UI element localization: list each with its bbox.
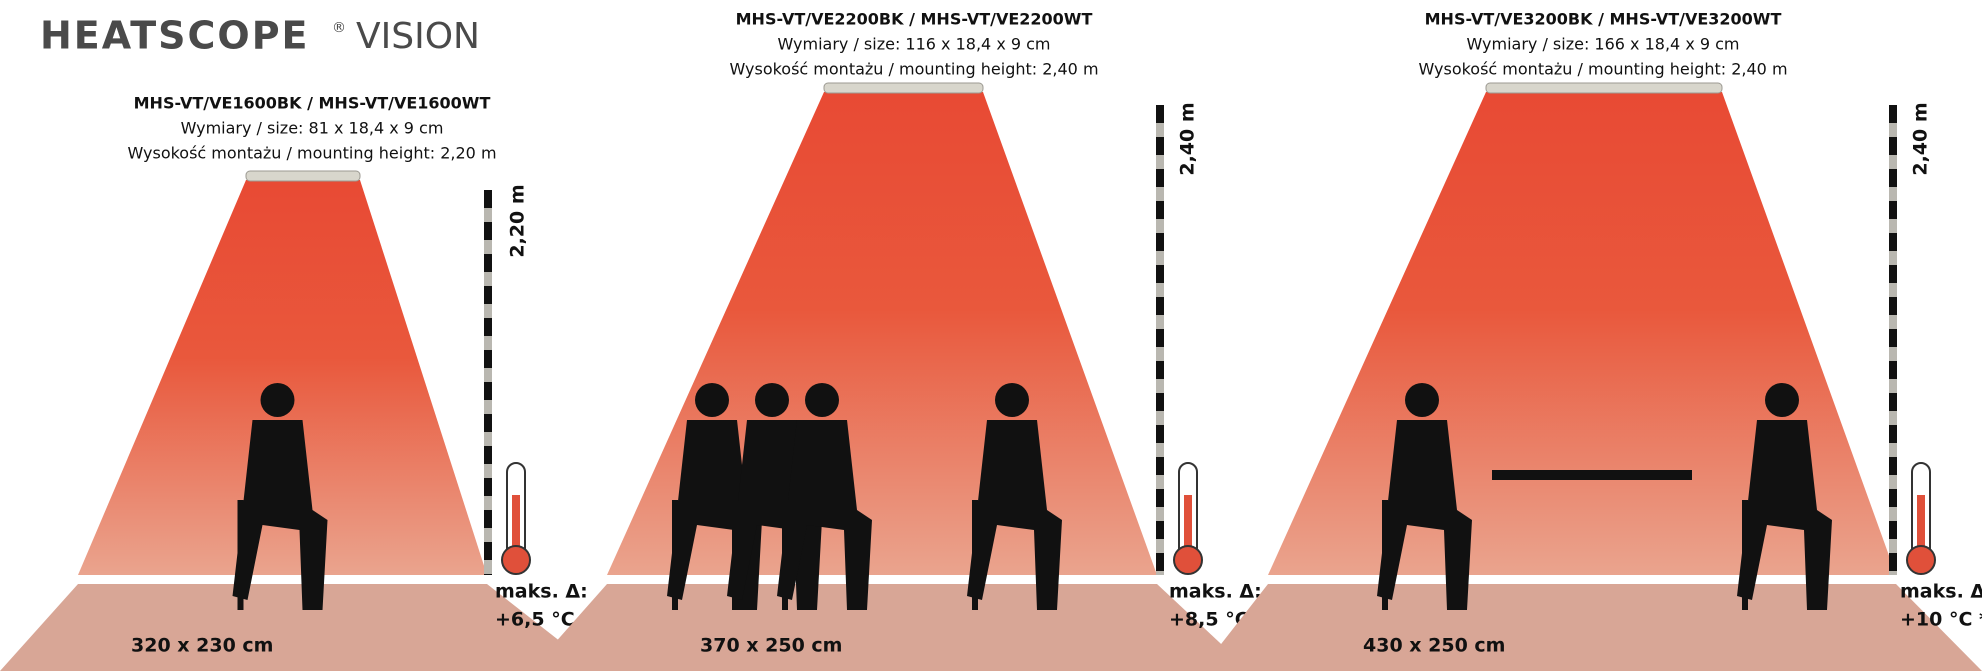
chair: [972, 500, 978, 610]
area: 320 x 230 cm: [131, 635, 273, 657]
floor: [530, 584, 1250, 671]
thermometer-bulb: [502, 546, 530, 574]
size: Wymiary / size: 81 x 18,4 x 9 cm: [181, 119, 444, 138]
model: MHS-VT/VE2200BK / MHS-VT/VE2200WT: [736, 10, 1093, 29]
head: [995, 383, 1029, 417]
temp-label: maks. Δ:: [495, 581, 588, 603]
area: 430 x 250 cm: [1363, 635, 1505, 657]
temp-value: +10 °C *: [1900, 609, 1982, 631]
scale-label: 2,40 m: [1177, 102, 1199, 175]
chair: [1382, 500, 1388, 610]
thermometer-bulb: [1174, 546, 1202, 574]
model: MHS-VT/VE1600BK / MHS-VT/VE1600WT: [134, 94, 491, 113]
area: 370 x 250 cm: [700, 635, 842, 657]
head: [1765, 383, 1799, 417]
temp-label: maks. Δ:: [1900, 581, 1982, 603]
mounting-height: Wysokość montażu / mounting height: 2,20…: [127, 144, 496, 163]
model: MHS-VT/VE3200BK / MHS-VT/VE3200WT: [1425, 10, 1782, 29]
head: [805, 383, 839, 417]
logo-product: VISION: [356, 16, 480, 57]
logo: HEATSCOPE ® VISION: [40, 14, 480, 58]
scale-label: 2,20 m: [507, 184, 529, 257]
heater: [824, 83, 983, 93]
panel: 2,20 m MHS-VT/VE1600BK / MHS-VT/VE1600WT W…: [0, 94, 598, 671]
size: Wymiary / size: 166 x 18,4 x 9 cm: [1466, 35, 1739, 54]
panel: 2,40 m MHS-VT/VE3200BK / MHS-VT/VE3200WT W…: [1200, 10, 1982, 671]
chair: [732, 500, 738, 610]
head: [755, 383, 789, 417]
infographic: HEATSCOPE ® VISION 2,20 m MHS-VT/VE1600BK…: [0, 0, 1982, 671]
table: [1492, 470, 1692, 480]
panel: 2,40 m MHS-VT/VE2200BK / MHS-VT/VE2200WT W…: [530, 10, 1265, 671]
head: [1405, 383, 1439, 417]
logo-mark: ®: [332, 20, 346, 36]
thermometer-bulb: [1907, 546, 1935, 574]
heater: [1486, 83, 1722, 93]
head: [261, 383, 295, 417]
scale-label: 2,40 m: [1910, 102, 1932, 175]
logo-brand: HEATSCOPE: [40, 14, 310, 58]
mounting-height: Wysokość montażu / mounting height: 2,40…: [1418, 60, 1787, 79]
chair: [782, 500, 788, 610]
head: [695, 383, 729, 417]
chair: [1742, 500, 1748, 610]
mounting-height: Wysokość montażu / mounting height: 2,40…: [729, 60, 1098, 79]
chair: [672, 500, 678, 610]
size: Wymiary / size: 116 x 18,4 x 9 cm: [777, 35, 1050, 54]
panels: 2,20 m MHS-VT/VE1600BK / MHS-VT/VE1600WT W…: [0, 10, 1982, 671]
temp-label: maks. Δ:: [1169, 581, 1262, 603]
floor: [1200, 584, 1982, 671]
heater: [246, 171, 360, 181]
chair: [238, 500, 244, 610]
